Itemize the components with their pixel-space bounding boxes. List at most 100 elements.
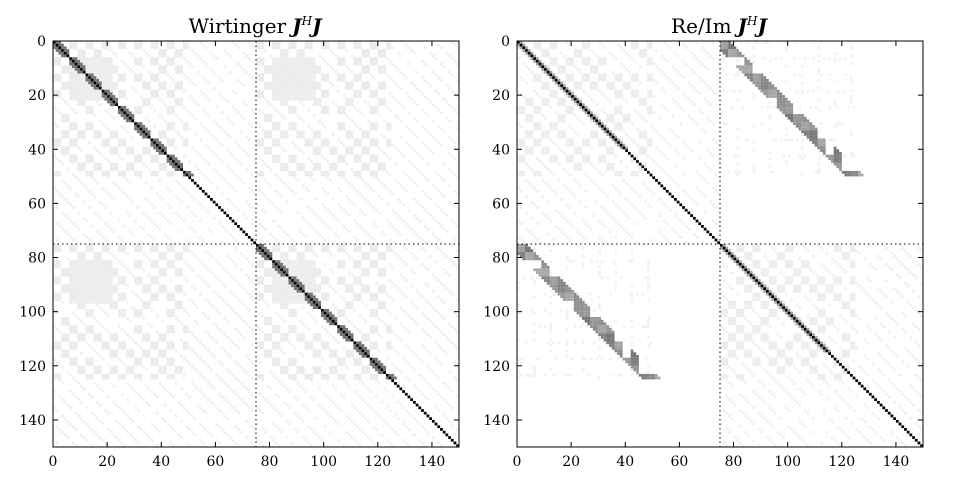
matrix-cell — [220, 298, 224, 301]
matrix-cell — [277, 341, 281, 345]
matrix-cell — [291, 265, 294, 269]
matrix-cell — [69, 73, 72, 77]
matrix-cell — [96, 68, 100, 71]
matrix-cell — [226, 230, 229, 234]
matrix-cell — [85, 78, 89, 82]
matrix-cell — [310, 41, 313, 44]
matrix-cell — [310, 65, 313, 69]
matrix-cell — [74, 176, 78, 180]
matrix-cell — [329, 211, 332, 215]
matrix-cell — [172, 62, 175, 66]
matrix-cell — [304, 265, 308, 269]
matrix-cell — [302, 252, 305, 255]
matrix-cell — [423, 111, 427, 115]
matrix-cell — [380, 97, 384, 101]
matrix-cell — [161, 290, 165, 293]
matrix-cell — [399, 338, 403, 342]
matrix-cell — [402, 203, 405, 207]
matrix-cell — [385, 154, 389, 158]
matrix-cell — [242, 51, 246, 55]
matrix-cell — [310, 265, 313, 269]
matrix-cell — [426, 333, 430, 337]
matrix-cell — [264, 211, 267, 215]
matrix-cell — [356, 238, 359, 242]
matrix-cell — [145, 338, 148, 342]
matrix-cell — [172, 265, 175, 269]
matrix-cell — [201, 59, 205, 63]
matrix-cell — [293, 97, 297, 101]
matrix-cell — [107, 70, 110, 74]
matrix-cell — [345, 100, 349, 104]
matrix-cell — [188, 170, 192, 174]
matrix-cell — [166, 95, 170, 98]
matrix-cell — [377, 195, 381, 199]
matrix-cell — [456, 95, 460, 98]
matrix-cell — [350, 306, 354, 310]
matrix-cell — [77, 146, 81, 150]
matrix-cell — [134, 260, 137, 263]
matrix-cell — [201, 157, 205, 161]
matrix-cell — [383, 284, 386, 288]
matrix-cell — [277, 57, 281, 60]
matrix-cell — [272, 262, 275, 266]
matrix-cell — [377, 303, 381, 307]
matrix-cell — [315, 273, 319, 277]
matrix-cell — [318, 273, 322, 277]
matrix-cell — [258, 189, 262, 193]
matrix-cell — [63, 46, 67, 50]
matrix-cell — [166, 246, 170, 250]
matrix-cell — [342, 308, 346, 312]
matrix-cell — [201, 262, 205, 266]
matrix-cell — [150, 46, 154, 50]
matrix-cell — [112, 97, 116, 101]
matrix-cell — [345, 133, 349, 136]
matrix-cell — [426, 211, 430, 215]
matrix-cell — [66, 287, 70, 291]
matrix-cell — [353, 122, 357, 125]
matrix-cell — [182, 122, 186, 125]
matrix-cell — [177, 87, 181, 90]
matrix-cell — [80, 65, 83, 69]
matrix-cell — [150, 244, 154, 247]
matrix-cell — [269, 149, 273, 153]
matrix-cell — [69, 203, 72, 207]
matrix-cell — [323, 238, 327, 242]
matrix-cell — [161, 130, 165, 134]
matrix-cell — [264, 287, 267, 291]
matrix-cell — [291, 124, 294, 128]
matrix-cell — [445, 254, 449, 258]
matrix-cell — [342, 105, 346, 109]
matrix-cell — [123, 192, 127, 196]
matrix-cell — [410, 284, 414, 288]
matrix-cell — [107, 344, 110, 347]
matrix-cell — [66, 151, 70, 155]
matrix-cell — [139, 346, 143, 350]
matrix-cell — [274, 276, 278, 280]
matrix-cell — [93, 179, 97, 182]
matrix-cell — [237, 62, 240, 66]
matrix-cell — [421, 295, 424, 299]
matrix-cell — [99, 57, 102, 60]
matrix-cell — [136, 173, 140, 177]
matrix-cell — [366, 151, 370, 155]
matrix-cell — [280, 97, 284, 101]
matrix-cell — [104, 143, 108, 147]
matrix-cell — [402, 219, 405, 223]
matrix-cell — [334, 322, 338, 326]
matrix-cell — [101, 154, 105, 158]
matrix-cell — [426, 81, 430, 85]
matrix-cell — [342, 298, 346, 301]
matrix-cell — [383, 51, 386, 55]
matrix-cell — [312, 211, 316, 215]
matrix-cell — [218, 222, 221, 226]
matrix-cell — [293, 127, 297, 131]
matrix-cell — [312, 87, 316, 90]
matrix-cell — [310, 268, 313, 272]
matrix-cell — [74, 59, 78, 63]
matrix-cell — [399, 103, 403, 107]
matrix-cell — [150, 143, 154, 147]
matrix-cell — [99, 135, 102, 139]
matrix-cell — [66, 70, 70, 74]
matrix-cell — [93, 51, 97, 55]
matrix-cell — [218, 157, 221, 161]
